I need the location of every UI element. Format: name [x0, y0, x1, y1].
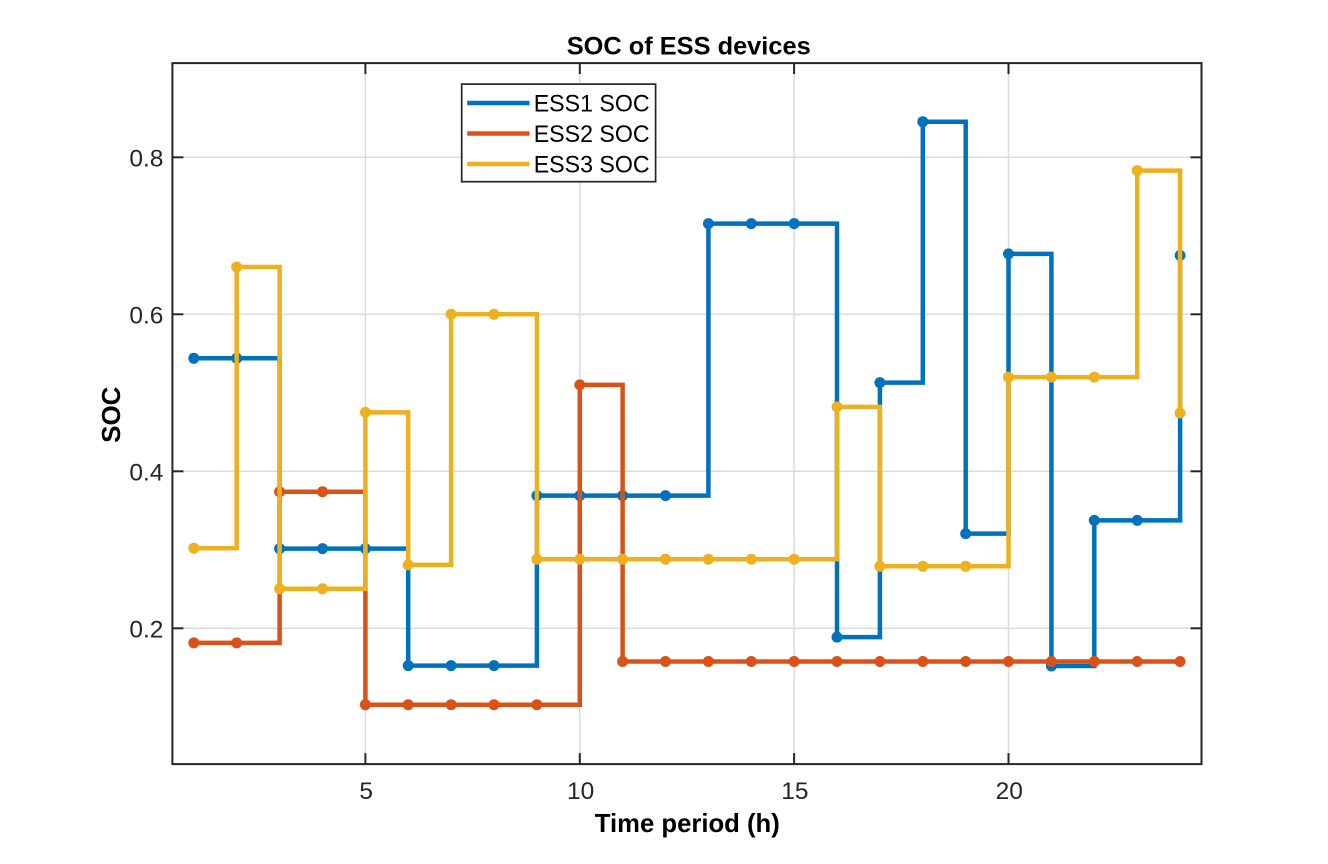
- svg-text:15: 15: [781, 778, 808, 805]
- svg-text:SOC: SOC: [96, 386, 126, 443]
- svg-text:20: 20: [996, 778, 1023, 805]
- svg-text:ESS1 SOC: ESS1 SOC: [534, 91, 650, 118]
- svg-text:0.4: 0.4: [129, 460, 163, 487]
- svg-text:10: 10: [567, 778, 594, 805]
- svg-text:ESS2 SOC: ESS2 SOC: [534, 121, 650, 148]
- svg-text:Time period (h): Time period (h): [595, 808, 780, 838]
- svg-text:0.2: 0.2: [129, 617, 163, 644]
- svg-text:ESS3 SOC: ESS3 SOC: [534, 152, 650, 179]
- svg-text:0.6: 0.6: [129, 303, 163, 330]
- svg-text:5: 5: [359, 778, 373, 805]
- svg-text:0.8: 0.8: [129, 146, 163, 173]
- svg-text:SOC of ESS devices: SOC of ESS devices: [567, 32, 811, 60]
